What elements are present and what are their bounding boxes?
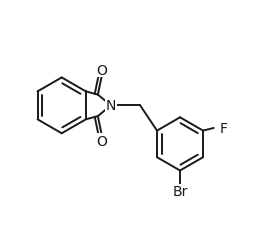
Text: O: O: [96, 135, 107, 148]
Text: F: F: [219, 122, 227, 135]
Text: Br: Br: [172, 184, 188, 198]
Text: O: O: [96, 63, 107, 77]
Text: N: N: [106, 99, 116, 113]
